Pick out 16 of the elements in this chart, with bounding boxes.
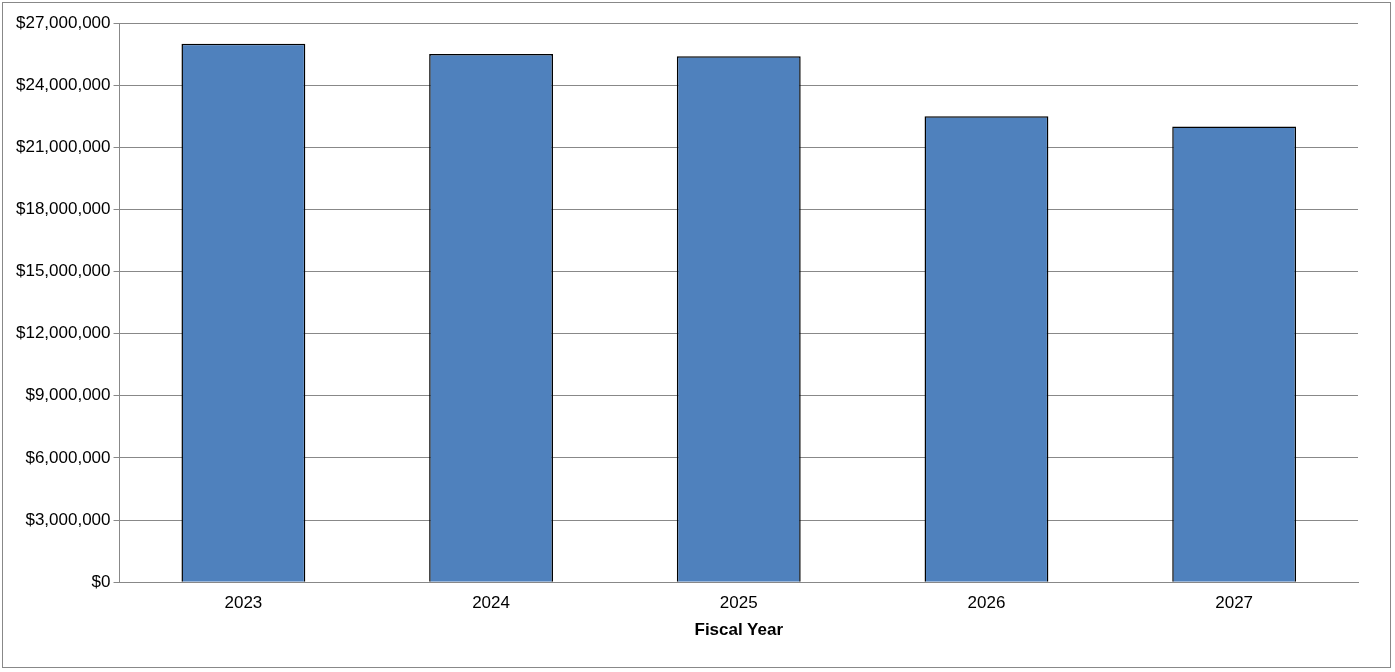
x-tick-label: 2026	[967, 593, 1006, 613]
x-tick-label: 2023	[224, 593, 263, 613]
y-tick-label: $3,000,000	[25, 509, 111, 529]
x-tick-label: 2027	[1215, 593, 1254, 613]
y-tick-label: $24,000,000	[15, 74, 111, 94]
y-tick-label: $18,000,000	[15, 199, 111, 219]
y-tick-label: $0	[91, 571, 111, 591]
y-tick-label: $15,000,000	[15, 261, 111, 281]
x-tick-label: 2024	[472, 593, 510, 613]
y-tick-label: $27,000,000	[15, 12, 111, 32]
x-tick-label: 2025	[719, 593, 758, 613]
y-tick-label: $9,000,000	[25, 385, 111, 405]
x-axis-title: Fiscal Year	[694, 620, 784, 640]
y-tick-label: $12,000,000	[15, 323, 111, 343]
y-tick-label: $21,000,000	[15, 136, 111, 156]
y-tick-label: $6,000,000	[25, 447, 111, 467]
